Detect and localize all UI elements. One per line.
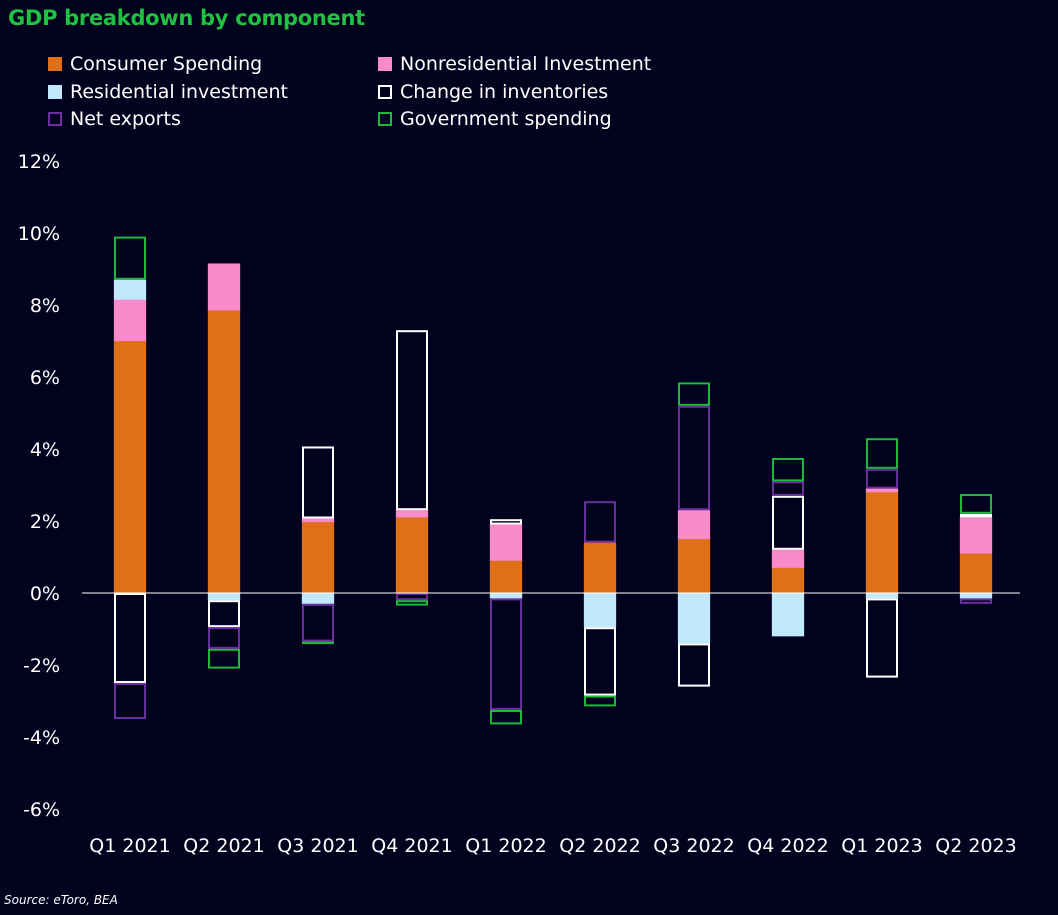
bar-segment-consumer-spending (301, 521, 335, 594)
legend-label: Government spending (400, 108, 612, 130)
legend-label: Nonresidential Investment (400, 53, 652, 75)
legend-swatch (378, 57, 392, 71)
bar-segment-change-in-inventories (114, 593, 146, 683)
legend-label: Consumer Spending (70, 53, 263, 75)
bar-segment-net-exports (490, 598, 522, 711)
bar-segment-change-in-inventories (302, 446, 334, 519)
bar-segment-government-spending (584, 695, 616, 707)
legend-item-change-in-inventories: Change in inventories (378, 81, 608, 103)
x-tick-label: Q2 2021 (183, 835, 264, 857)
chart-title: GDP breakdown by component (8, 6, 365, 30)
y-tick-label: 10% (18, 223, 60, 245)
legend-item-government-spending: Government spending (378, 108, 612, 130)
bar-segment-residential-investment (301, 592, 335, 605)
x-tick-label: Q1 2023 (841, 835, 922, 857)
bar-segment-change-in-inventories (772, 495, 804, 550)
bar-segment-consumer-spending (395, 517, 429, 594)
bar-segment-consumer-spending (959, 553, 993, 594)
x-tick-label: Q4 2021 (371, 835, 452, 857)
bar-segment-net-exports (584, 501, 616, 543)
y-tick-label: 2% (30, 511, 60, 533)
bar-segment-consumer-spending (489, 560, 523, 594)
bar-segment-government-spending (772, 458, 804, 482)
legend-label: Net exports (70, 108, 181, 130)
bar-segment-government-spending (678, 382, 710, 406)
bar-segment-residential-investment (583, 592, 617, 628)
bar-segment-change-in-inventories (208, 600, 240, 628)
x-tick-label: Q2 2023 (935, 835, 1016, 857)
y-tick-label: 4% (30, 439, 60, 461)
bar-segment-net-exports (114, 683, 146, 719)
bar-segment-net-exports (772, 481, 804, 496)
x-tick-label: Q1 2022 (465, 835, 546, 857)
bar-segment-change-in-inventories (678, 643, 710, 687)
bar-segment-nonresidential-investment (959, 517, 993, 554)
legend-swatch (48, 112, 62, 126)
x-tick-label: Q3 2022 (653, 835, 734, 857)
bar-segment-consumer-spending (771, 567, 805, 594)
legend-item-net-exports: Net exports (48, 108, 181, 130)
bar-segment-net-exports (678, 405, 710, 511)
bar-segment-residential-investment (959, 592, 993, 599)
bar-segment-net-exports (396, 593, 428, 601)
x-tick-label: Q1 2021 (89, 835, 170, 857)
bar-segment-nonresidential-investment (489, 524, 523, 561)
bar-segment-net-exports (302, 603, 334, 642)
x-tick-label: Q2 2022 (559, 835, 640, 857)
bar-segment-change-in-inventories (490, 519, 522, 525)
legend-item-residential-investment: Residential investment (48, 81, 288, 103)
bar-segment-government-spending (114, 236, 146, 280)
y-tick-label: 6% (30, 367, 60, 389)
bar-segment-nonresidential-investment (395, 509, 429, 518)
legend-item-consumer-spending: Consumer Spending (48, 53, 262, 75)
bar-segment-residential-investment (771, 592, 805, 637)
y-tick-label: 8% (30, 295, 60, 317)
y-tick-label: 12% (18, 151, 60, 173)
bar-segment-residential-investment (865, 592, 899, 599)
y-tick-label: -4% (23, 727, 60, 749)
bar-segment-nonresidential-investment (301, 518, 335, 523)
bar-segment-government-spending (302, 641, 334, 645)
bar-segment-change-in-inventories (960, 513, 992, 518)
legend-swatch (48, 57, 62, 71)
bar-segment-government-spending (866, 438, 898, 469)
bar-segment-change-in-inventories (584, 627, 616, 696)
bar-segment-residential-investment (207, 592, 241, 601)
legend-swatch (378, 85, 392, 99)
bar-segment-government-spending (396, 600, 428, 606)
bar-segment-nonresidential-investment (865, 488, 899, 493)
legend-label: Change in inventories (400, 81, 609, 103)
bar-segment-government-spending (960, 494, 992, 514)
bar-segment-government-spending (208, 648, 240, 669)
bar-segment-nonresidential-investment (113, 299, 147, 342)
y-tick-label: -2% (23, 655, 60, 677)
legend-swatch (378, 112, 392, 126)
bar-segment-consumer-spending (865, 491, 899, 594)
y-tick-label: -6% (23, 799, 60, 821)
legend-swatch (48, 85, 62, 99)
bar-segment-residential-investment (489, 592, 523, 599)
bar-segment-consumer-spending (207, 310, 241, 594)
legend-label: Residential investment (70, 81, 288, 103)
bar-segment-nonresidential-investment (207, 263, 241, 311)
y-tick-label: 0% (30, 583, 60, 605)
source-note: Source: eToro, BEA (4, 893, 118, 907)
x-tick-label: Q4 2022 (747, 835, 828, 857)
bar-segment-consumer-spending (583, 542, 617, 594)
bar-segment-consumer-spending (677, 538, 711, 594)
bar-segment-nonresidential-investment (677, 509, 711, 540)
bar-segment-residential-investment (677, 592, 711, 644)
bar-segment-net-exports (866, 468, 898, 489)
bar-segment-net-exports (960, 598, 992, 604)
bar-segment-consumer-spending (113, 340, 147, 594)
bar-segment-change-in-inventories (396, 330, 428, 511)
legend-item-nonresidential-investment: Nonresidential Investment (378, 53, 651, 75)
bar-segment-nonresidential-investment (771, 549, 805, 569)
x-tick-label: Q3 2021 (277, 835, 358, 857)
bar-segment-change-in-inventories (866, 598, 898, 678)
bar-segment-net-exports (208, 627, 240, 649)
bar-segment-residential-investment (113, 279, 147, 300)
bar-segment-government-spending (490, 710, 522, 725)
